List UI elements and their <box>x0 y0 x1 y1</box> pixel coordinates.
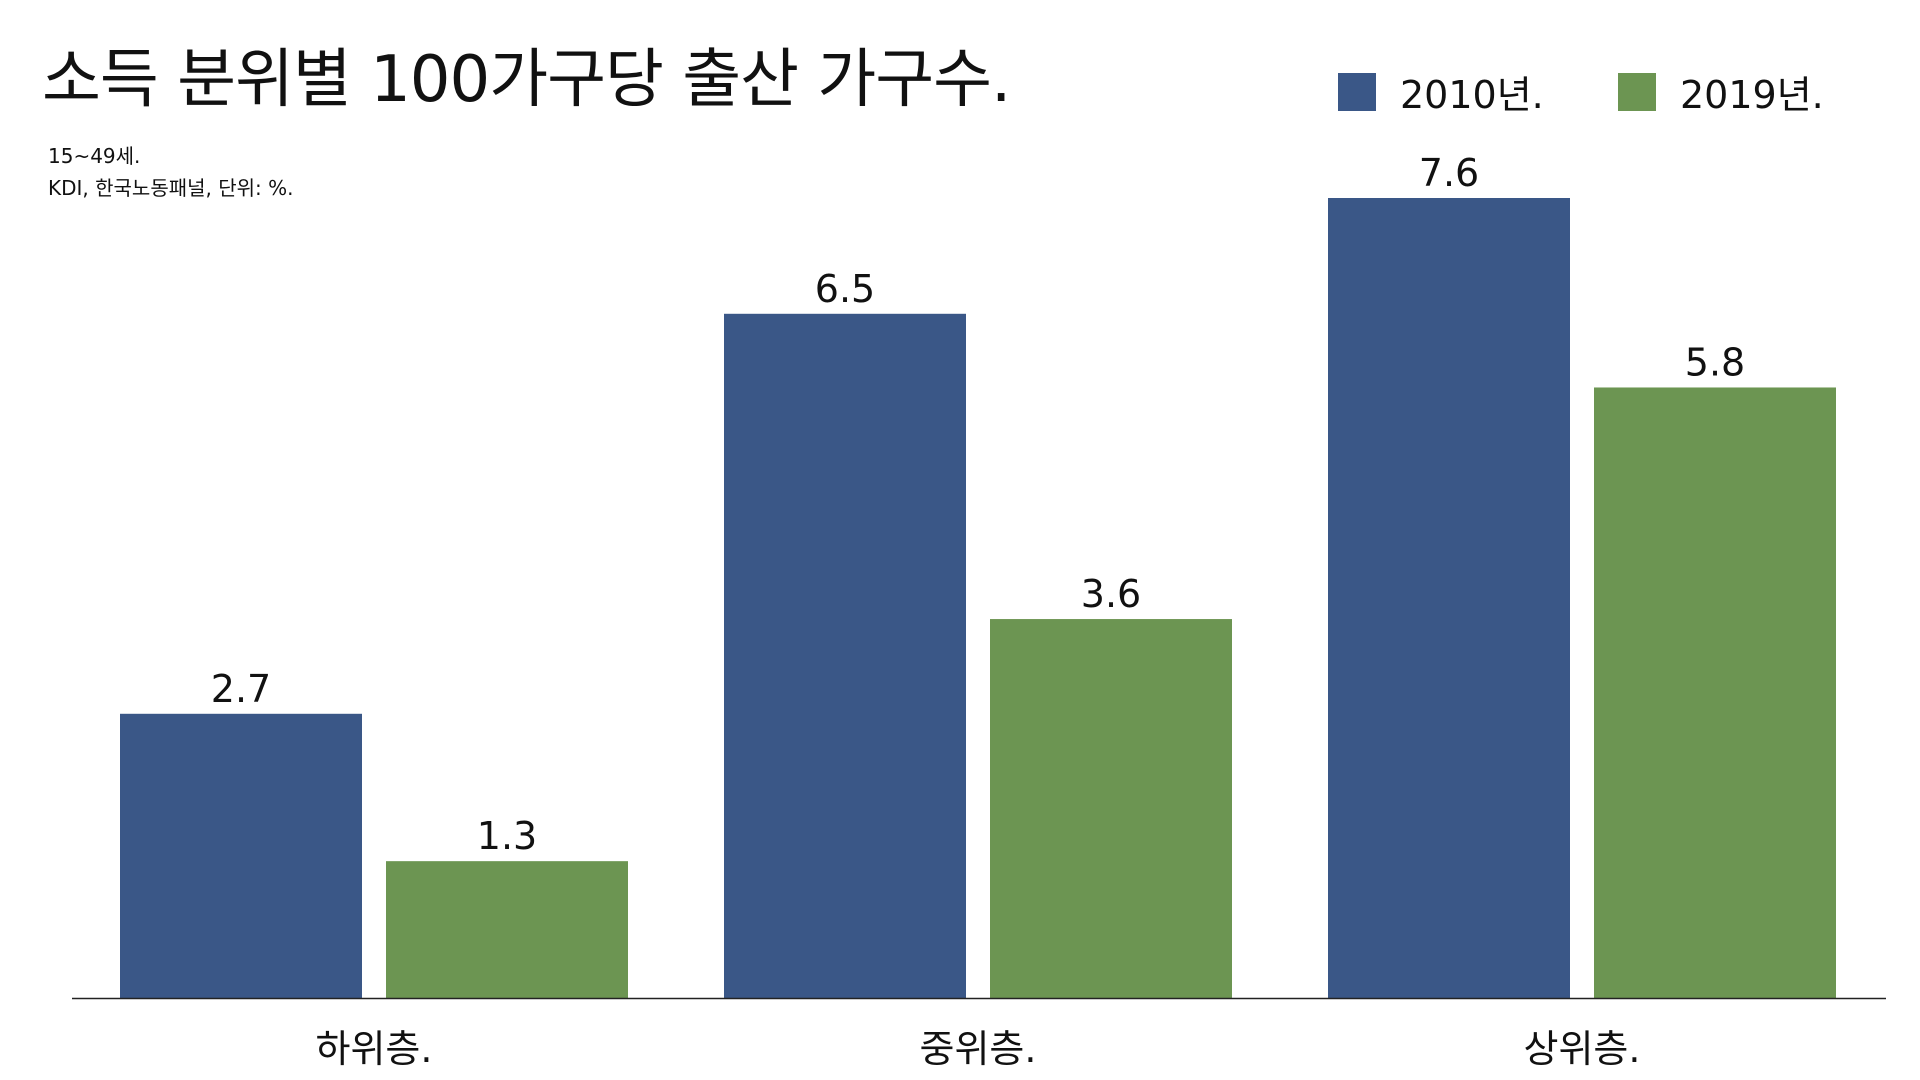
legend-swatch-2019 <box>1618 72 1656 111</box>
bar-2010-1 <box>120 713 362 998</box>
data-label: 6.5 <box>815 267 875 311</box>
data-label: 7.6 <box>1419 151 1479 195</box>
legend-item-2010: 2010년. <box>1338 64 1544 119</box>
legend-item-2019: 2019년. <box>1618 64 1824 119</box>
legend-label-2010: 2010년. <box>1400 73 1544 117</box>
category-label: 하위층. <box>316 1027 433 1071</box>
bar-2010-3 <box>1328 198 1570 998</box>
category-label: 상위층. <box>1524 1027 1641 1071</box>
bar-2019-1 <box>386 861 628 998</box>
bar-2019-2 <box>990 619 1232 998</box>
chart-title: 소득 분위별 100가구당 출산 가구수. <box>42 43 1011 117</box>
chart-note-source: KDI, 한국노동패널, 단위: %. <box>48 176 294 200</box>
data-label: 3.6 <box>1081 572 1141 616</box>
legend-swatch-2010 <box>1338 72 1376 111</box>
chart-note-age: 15~49세. <box>48 144 141 168</box>
category-label: 중위층. <box>920 1027 1037 1071</box>
bar-2010-2 <box>724 313 966 999</box>
data-label: 1.3 <box>477 814 537 858</box>
legend-label-2019: 2019년. <box>1680 73 1824 117</box>
data-label: 5.8 <box>1685 340 1745 384</box>
data-label: 2.7 <box>211 667 271 711</box>
bar-2019-3 <box>1594 387 1836 998</box>
